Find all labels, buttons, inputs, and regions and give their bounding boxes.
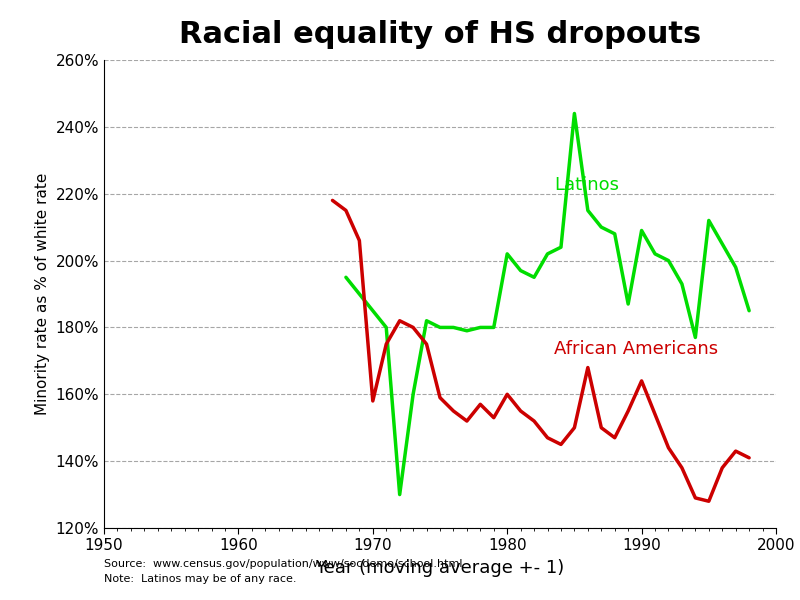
Text: Latinos: Latinos [554,176,619,194]
Text: African Americans: African Americans [554,340,718,358]
X-axis label: Year (moving average +- 1): Year (moving average +- 1) [315,559,565,577]
Text: Source:  www.census.gov/population/www/socdemo/school.html: Source: www.census.gov/population/www/so… [104,559,462,569]
Title: Racial equality of HS dropouts: Racial equality of HS dropouts [179,20,701,49]
Text: Note:  Latinos may be of any race.: Note: Latinos may be of any race. [104,574,297,584]
Y-axis label: Minority rate as % of white rate: Minority rate as % of white rate [35,173,50,415]
